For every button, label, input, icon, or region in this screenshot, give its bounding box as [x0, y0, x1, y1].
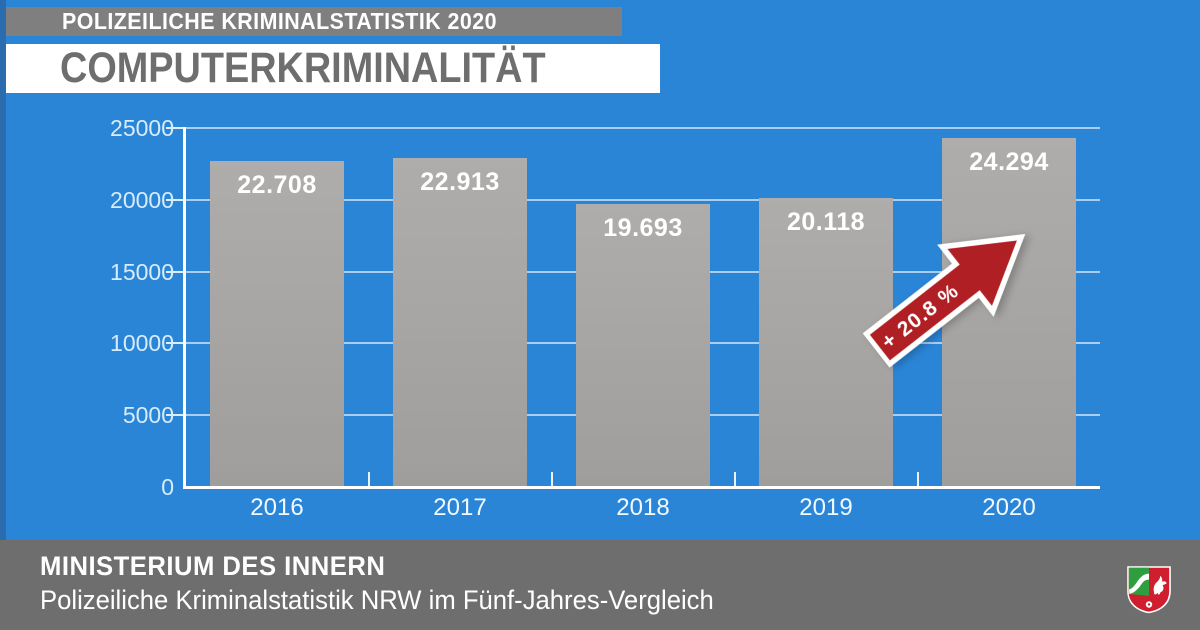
- y-axis-tick: [166, 414, 183, 417]
- y-tick-label: 20000: [110, 186, 174, 213]
- y-tick-label: 15000: [110, 258, 174, 285]
- footer-org: MINISTERIUM DES INNERN: [40, 551, 386, 581]
- category-boundary-tick: [733, 472, 736, 487]
- y-tick-label: 10000: [110, 330, 174, 357]
- page-title: COMPUTERKRIMINALITÄT: [60, 44, 546, 92]
- x-tick-label: 2017: [433, 494, 487, 521]
- x-tick-label: 2020: [982, 494, 1036, 521]
- category-boundary-tick: [367, 472, 370, 487]
- bar-value-label: 22.708: [237, 170, 317, 199]
- y-tick-label: 0: [161, 474, 174, 500]
- gridline: [186, 127, 1100, 129]
- bar-value-label: 20.118: [786, 208, 866, 237]
- bar-value-label: 24.294: [969, 148, 1049, 177]
- bar: [210, 160, 344, 487]
- y-axis-tick: [166, 198, 183, 201]
- gridline: [186, 198, 1100, 201]
- bar-value-label: 19.693: [603, 214, 683, 243]
- increase-arrow-icon: + 20.8 %: [862, 233, 1026, 369]
- bar-value-label: 22.913: [420, 167, 500, 196]
- y-tick-label: 5000: [122, 402, 174, 429]
- x-tick-label: 2016: [250, 494, 304, 521]
- y-axis-line: [183, 127, 186, 489]
- y-axis-tick: [166, 270, 183, 273]
- y-axis-tick: [166, 342, 183, 345]
- category-boundary-tick: [550, 472, 553, 487]
- kicker-text: POLIZEILICHE KRIMINALSTATISTIK 2020: [62, 8, 498, 34]
- x-axis-line: [183, 486, 1100, 489]
- y-axis-tick: [166, 127, 183, 129]
- y-tick-label: 25000: [110, 115, 174, 141]
- left-edge-stripe: [0, 0, 6, 540]
- bar: [576, 204, 710, 487]
- category-boundary-tick: [916, 472, 919, 487]
- x-tick-label: 2018: [616, 494, 670, 521]
- x-tick-label: 2019: [799, 494, 853, 521]
- nrw-coat-of-arms-icon: [1127, 566, 1171, 614]
- footer-subtitle: Polizeiliche Kriminalstatistik NRW im Fü…: [40, 585, 714, 615]
- bar: [942, 138, 1076, 487]
- title-badge: COMPUTERKRIMINALITÄT: [6, 44, 660, 93]
- footer-bar: MINISTERIUM DES INNERN Polizeiliche Krim…: [0, 540, 1200, 630]
- bar: [393, 157, 527, 487]
- kicker-badge: POLIZEILICHE KRIMINALSTATISTIK 2020: [6, 7, 622, 36]
